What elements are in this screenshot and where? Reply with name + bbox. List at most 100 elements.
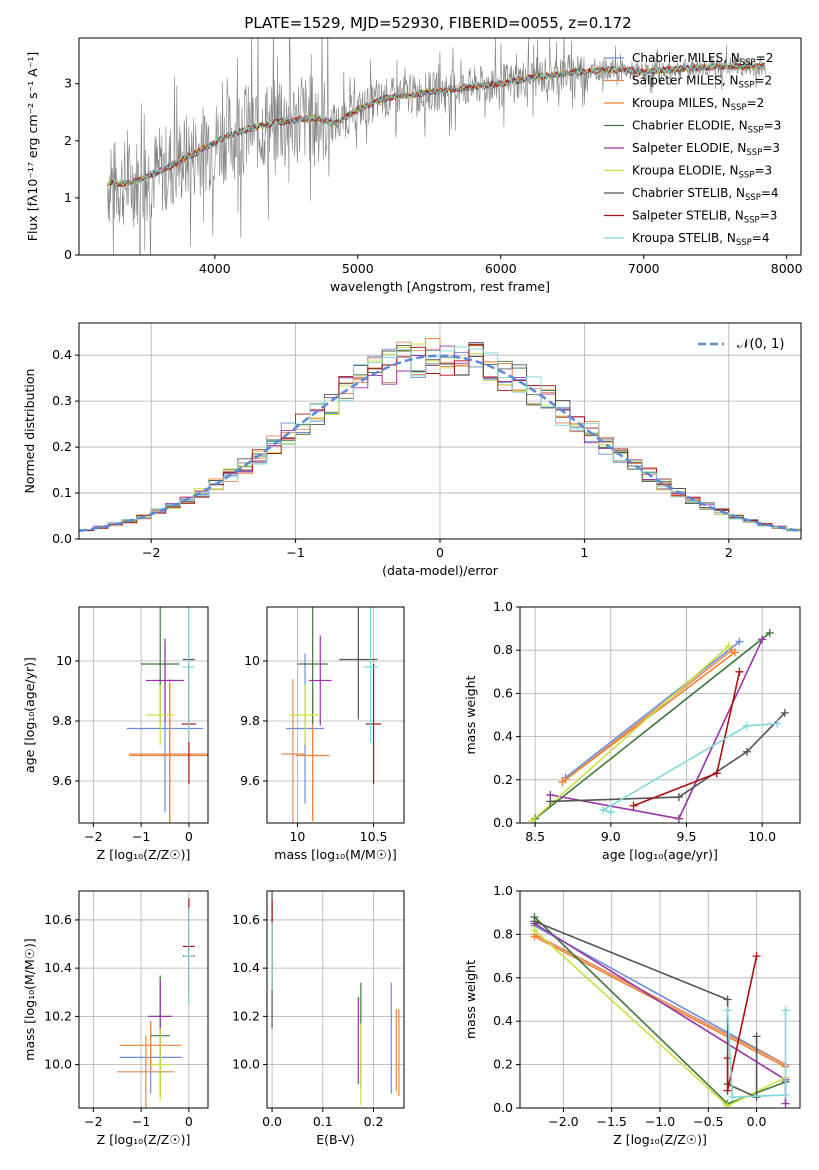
legend-entry: Salpeter STELIB, NSSP=3: [632, 209, 777, 226]
tick-label: 0: [64, 247, 72, 262]
marker-7: [735, 667, 744, 676]
tick-label: 10.0: [748, 829, 776, 844]
tick-label: 1: [64, 190, 72, 205]
tick-label: 0.0: [262, 1114, 282, 1129]
plot-area: [117, 898, 195, 1108]
tick-label: 2: [725, 545, 733, 560]
tick-label: 1.0: [493, 883, 513, 898]
marker-6: [752, 1032, 761, 1041]
weight-line-1: [534, 933, 786, 1066]
legend-entry: Kroupa MILES, NSSP=2: [632, 96, 764, 113]
marker-8: [773, 719, 782, 728]
y-axis-label: Flux [fλ10⁻¹⁷ erg cm⁻² s⁻¹ A⁻¹]: [25, 52, 40, 241]
tick-label: −1: [132, 829, 150, 844]
legend-entry: Salpeter MILES, NSSP=2: [632, 74, 772, 91]
tick-label: −2: [84, 829, 102, 844]
marker-8: [723, 1006, 732, 1015]
marker-7: [752, 952, 761, 961]
axes-frame: [266, 606, 405, 824]
tick-label: 4000: [199, 261, 231, 276]
tick-label: 0: [436, 545, 444, 560]
tick-label: −2: [84, 1114, 102, 1129]
spectrum-data-line: [107, 38, 766, 255]
tick-label: 9.6: [240, 773, 260, 788]
tick-label: −1: [286, 545, 304, 560]
legend-entry: Chabrier ELODIE, NSSP=3: [632, 119, 781, 136]
weight-line-5: [531, 645, 730, 822]
weight-line-8: [601, 722, 778, 813]
tick-label: 0.6: [493, 685, 513, 700]
marker-7: [712, 769, 721, 778]
axes-frame: [78, 890, 209, 1109]
marker-5: [528, 816, 537, 823]
tick-label: 0.2: [493, 772, 513, 787]
figure-title: PLATE=1529, MJD=52930, FIBERID=0055, z=0…: [244, 14, 631, 32]
tick-label: 1: [580, 545, 588, 560]
x-axis-label: wavelength [Angstrom, rest frame]: [330, 279, 550, 294]
marker-8: [781, 1006, 790, 1015]
tick-label: 8.5: [525, 829, 545, 844]
x-axis-label: Z [log₁₀(Z/Z☉)]: [97, 1132, 191, 1147]
plot-area: [79, 337, 801, 533]
tick-label: 9.6: [52, 773, 72, 788]
tick-label: 10: [244, 653, 260, 668]
tick-label: 2: [64, 133, 72, 148]
axes-frame: [78, 37, 802, 256]
tick-label: 10: [56, 653, 72, 668]
histogram-7: [79, 344, 801, 532]
axes-frame: [519, 890, 801, 1109]
tick-label: 0.0: [747, 1114, 767, 1129]
marker-8: [743, 721, 752, 730]
marker-6: [743, 747, 752, 756]
tick-label: 10.0: [44, 1057, 72, 1072]
plot-area: [107, 38, 766, 255]
panel-mass_vs_Z: −2 −1 0 10.0 10.2 10.4 10.6 Z [log₁₀(Z/Z☉)] mass…: [22, 890, 209, 1147]
tick-label: 0.6: [493, 970, 513, 985]
tick-label: 0.3: [52, 393, 72, 408]
tick-label: 9.5: [677, 829, 697, 844]
tick-label: 0.2: [364, 1114, 384, 1129]
tick-label: 0.0: [493, 815, 513, 830]
weight-line-6: [534, 920, 758, 1099]
tick-label: 0.1: [313, 1114, 333, 1129]
y-axis-label: mass [log₁₀(M/M☉)]: [22, 938, 37, 1060]
legend-entry: Kroupa ELODIE, NSSP=3: [632, 164, 772, 181]
tick-label: 10: [289, 829, 305, 844]
tick-label: −1.5: [597, 1114, 627, 1129]
marker-2: [730, 648, 739, 657]
axes-frame: [78, 322, 802, 540]
tick-label: 9.8: [52, 713, 72, 728]
panel-age_vs_mass: 10 10.5 9.6 9.8 10 mass [log₁₀(M/M☉)]: [240, 606, 405, 862]
marker-0: [735, 637, 744, 646]
marker-8: [728, 1093, 737, 1102]
marker-6: [546, 797, 555, 806]
x-axis-label: Z [log₁₀(Z/Z☉)]: [97, 847, 191, 862]
plot-area: [530, 913, 790, 1108]
marker-6: [780, 708, 789, 717]
tick-label: 10.4: [232, 960, 260, 975]
tick-label: 0: [185, 1114, 193, 1129]
panel-residuals: −2 −1 0 1 2 0.0 0.1 0.2 0.3 0.4 (data-model)/error…: [22, 322, 802, 578]
panel-mass_weight_vs_age: 8.5 9.0 9.5 10.0 0.0 0.2 0.4 0.6 0.8 1.0 age [log₁…: [463, 599, 801, 862]
marker-2: [558, 777, 567, 786]
axes-frame: [519, 606, 801, 824]
tick-label: 6000: [485, 261, 517, 276]
weight-line-3: [534, 632, 771, 820]
plot-area: [271, 891, 400, 1106]
marker-5: [723, 1101, 732, 1108]
weight-line-8: [726, 1010, 787, 1099]
tick-label: 5000: [342, 261, 374, 276]
y-axis-label: mass weight: [463, 960, 478, 1039]
axes-frame: [266, 890, 405, 1109]
axes-frame: [78, 606, 209, 824]
tick-label: 0.4: [493, 1013, 513, 1028]
tick-label: 10.0: [232, 1057, 260, 1072]
tick-label: −1.0: [645, 1114, 675, 1129]
tick-label: 9.8: [240, 713, 260, 728]
weight-line-4: [550, 639, 763, 820]
normal-curve: [79, 354, 801, 533]
tick-label: 0.8: [493, 926, 513, 941]
tick-label: 0: [185, 829, 193, 844]
legend-entry: Kroupa STELIB, NSSP=4: [632, 231, 770, 248]
